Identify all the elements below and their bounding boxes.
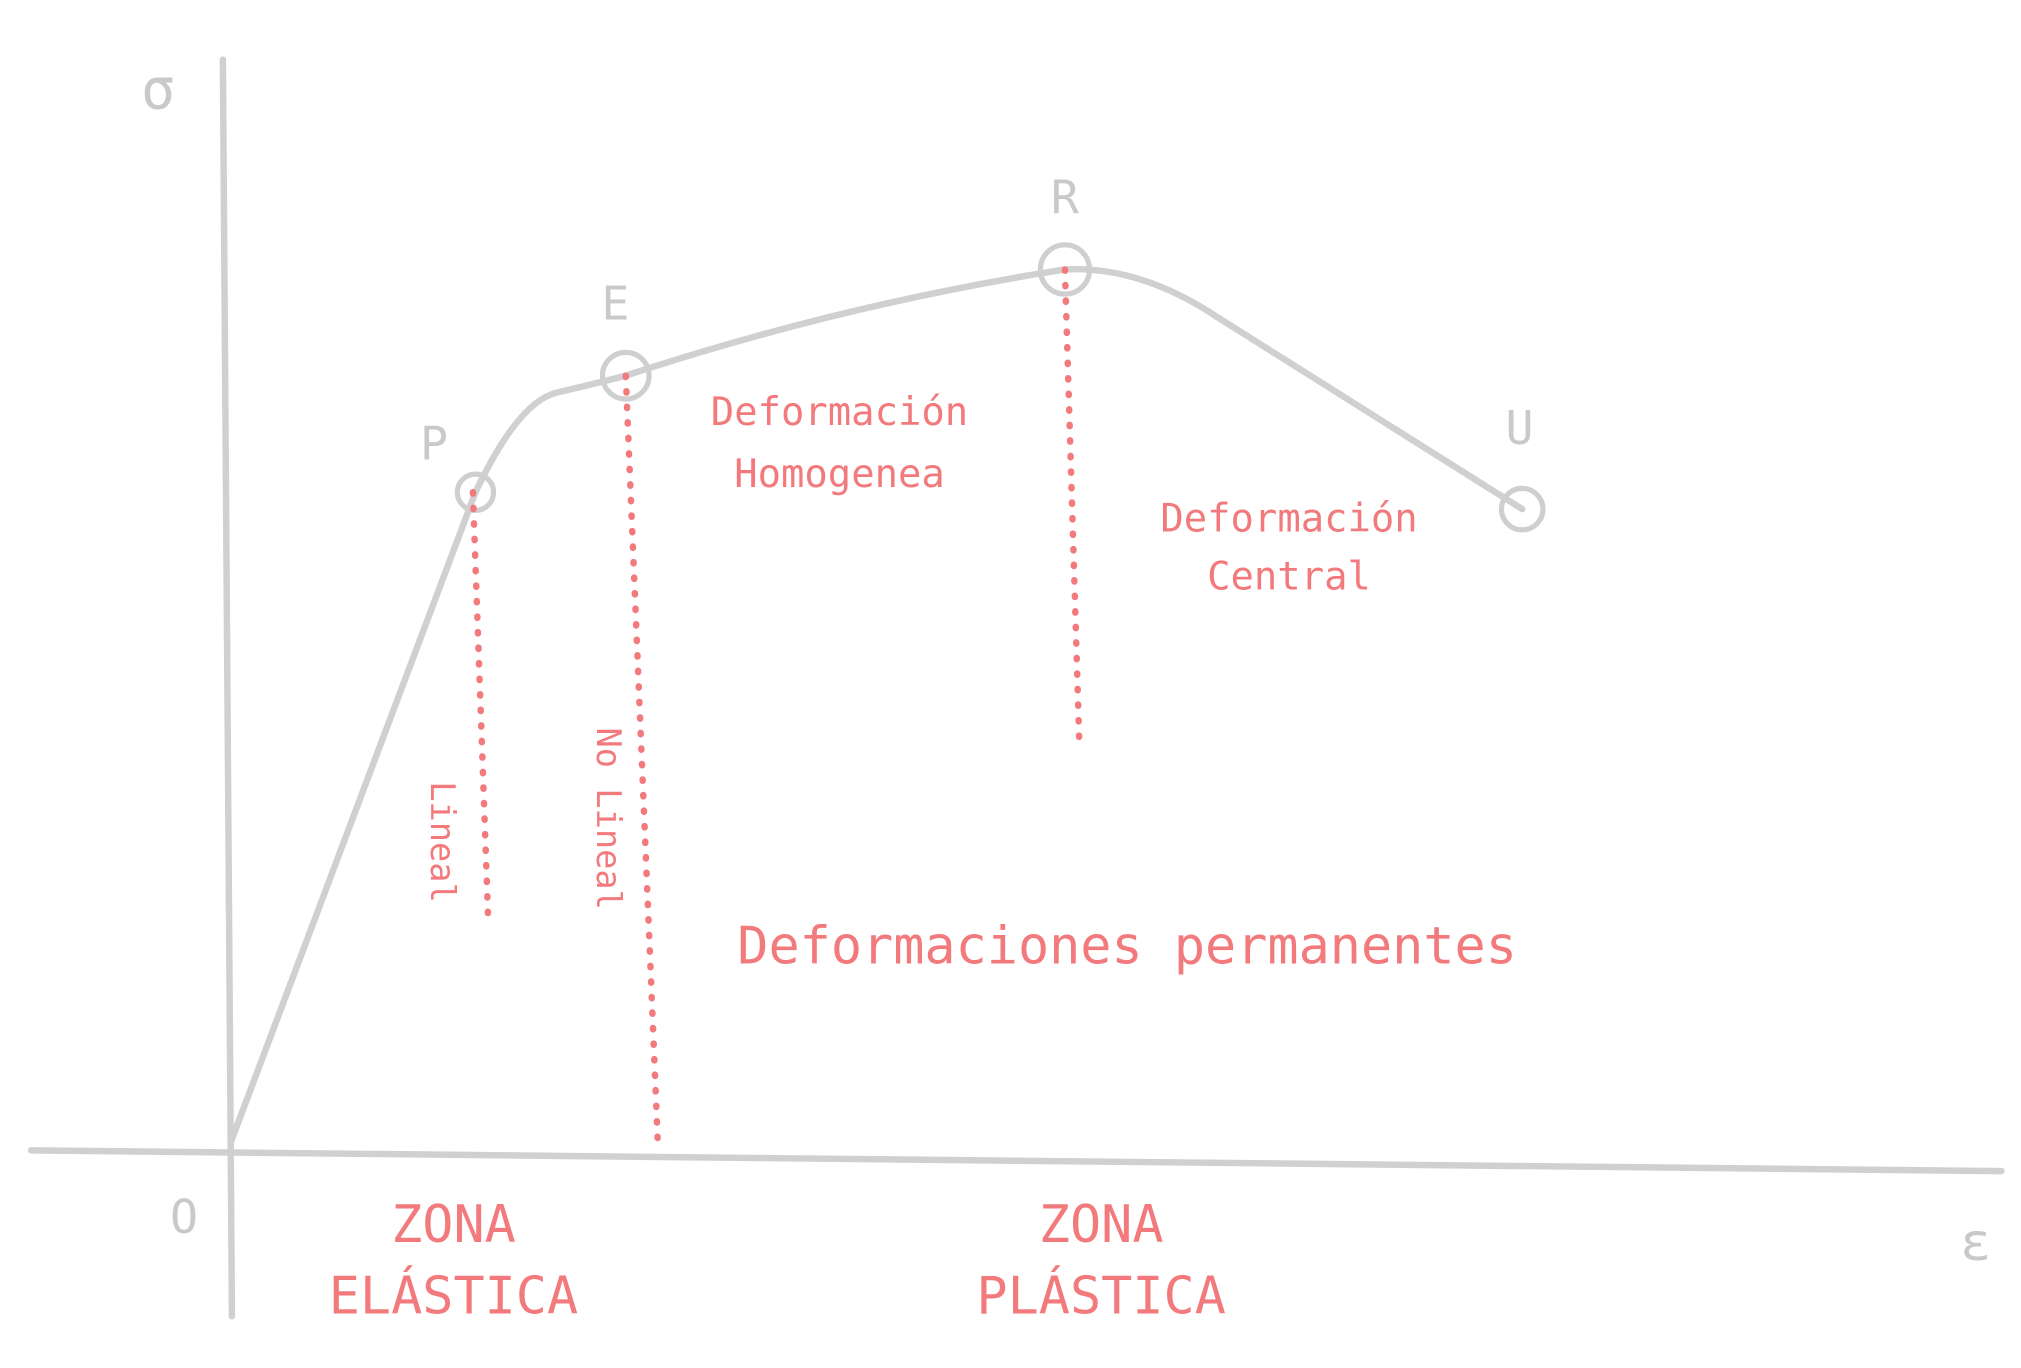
zone-label: ZONA <box>1039 1195 1164 1255</box>
origin-label: O <box>170 1190 198 1244</box>
point-label: R <box>1051 170 1080 224</box>
stress-strain-curve <box>227 265 1526 1146</box>
annotation: Lineal <box>423 781 462 903</box>
annotation: No Lineal <box>589 728 628 910</box>
point-label: U <box>1506 401 1534 455</box>
zone-label: ZONA <box>391 1195 516 1255</box>
zone-label: PLÁSTICA <box>976 1265 1225 1326</box>
annotation: Homogenea <box>734 452 945 497</box>
dotted-line <box>469 489 492 930</box>
point-marker <box>599 349 652 402</box>
point-marker <box>1037 242 1093 297</box>
x-axis-label: ε <box>1960 1213 1991 1273</box>
dotted-line <box>622 372 662 1154</box>
y-axis-label: σ <box>141 57 175 123</box>
y-axis <box>219 56 236 1320</box>
annotation: Deformación <box>711 390 968 435</box>
annotation: Deformación <box>1160 496 1417 541</box>
point-marker <box>1498 485 1546 533</box>
point-label: P <box>420 416 448 470</box>
point-label: E <box>601 277 629 331</box>
zone-label: ELÁSTICA <box>329 1265 578 1326</box>
dotted-line <box>1061 266 1083 742</box>
x-axis <box>27 1147 2005 1175</box>
annotation: Deformaciones permanentes <box>737 917 1517 977</box>
annotation: Central <box>1207 555 1371 600</box>
